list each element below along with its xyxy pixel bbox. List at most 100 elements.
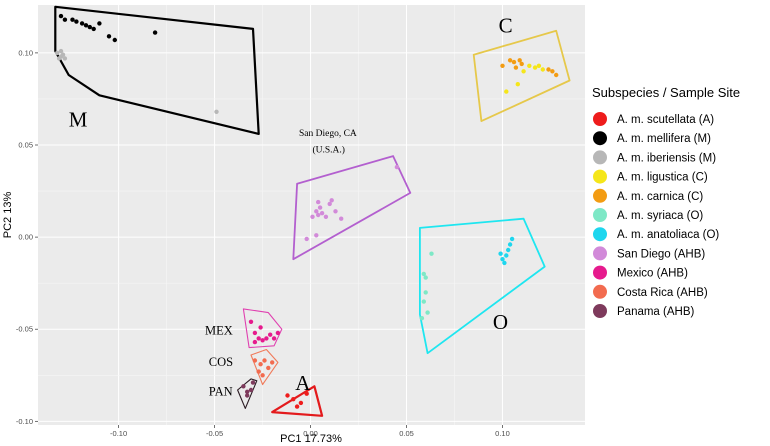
point-costa-rica-ahb: [266, 365, 271, 371]
x-tick-label: 0.10: [495, 429, 510, 438]
x-tick-label: 0.05: [399, 429, 414, 438]
hull-pan: [237, 378, 258, 409]
legend: Subspecies / Sample Site A. m. scutellat…: [592, 85, 740, 318]
point-a-m-mellifera-m: [112, 37, 118, 43]
point-a-m-mellifera-m: [70, 17, 75, 22]
grid-lines: [38, 5, 585, 425]
point-costa-rica-ahb: [252, 358, 258, 363]
legend-label-san-diego-ahb: San Diego (AHB): [617, 248, 705, 260]
point-mexico-ahb: [275, 330, 281, 336]
point-mexico-ahb: [252, 330, 258, 336]
point-a-m-syriaca-o: [421, 299, 426, 304]
point-a-m-syriaca-o: [419, 316, 425, 321]
point-a-m-mellifera-m: [97, 21, 102, 26]
annotation-u-s-a: (U.S.A.): [313, 144, 345, 155]
point-san-diego-ahb: [327, 201, 332, 207]
legend-swatch-a-m-carnica-c: [593, 188, 607, 203]
point-san-diego-ahb: [304, 236, 309, 242]
legend-label-a-m-syriaca-o: A. m. syriaca (O): [617, 210, 703, 222]
point-a-m-mellifera-m: [91, 26, 96, 32]
point-a-m-syriaca-o: [421, 271, 426, 277]
point-panama-ahb: [241, 384, 246, 389]
hull-cos: [250, 348, 279, 386]
point-a-m-scutellata-a: [294, 404, 300, 409]
legend-label-a-m-ligustica-c: A. m. ligustica (C): [617, 172, 708, 184]
point-a-m-mellifera-m: [106, 34, 112, 39]
y-tick-label: 0.05: [18, 141, 33, 150]
point-mexico-ahb: [264, 336, 269, 341]
point-a-m-carnica-c: [507, 58, 513, 63]
point-a-m-iberiensis-m: [62, 56, 68, 61]
legend-label-costa-rica-ahb: Costa Rica (AHB): [617, 287, 708, 299]
y-axis-title: PC2 13%: [2, 192, 14, 239]
point-a-m-mellifera-m: [87, 24, 93, 30]
point-a-m-carnica-c: [519, 61, 524, 67]
point-a-m-mellifera-m: [83, 23, 89, 28]
point-a-m-scutellata-a: [298, 400, 304, 406]
point-san-diego-ahb: [314, 233, 319, 238]
point-a-m-scutellata-a: [304, 391, 309, 396]
hull-mex: [242, 308, 283, 349]
annotation-pan: PAN: [209, 385, 233, 399]
legend-label-a-m-iberiensis-m: A. m. iberiensis (M): [617, 152, 716, 164]
point-san-diego-ahb: [329, 198, 334, 203]
legend-label-panama-ahb: Panama (AHB): [617, 306, 695, 318]
point-a-m-carnica-c: [554, 72, 559, 78]
point-costa-rica-ahb: [256, 369, 261, 374]
point-costa-rica-ahb: [258, 362, 263, 367]
point-costa-rica-ahb: [260, 373, 265, 378]
point-san-diego-ahb: [333, 209, 338, 214]
point-costa-rica-ahb: [262, 358, 267, 363]
point-mexico-ahb: [271, 336, 277, 341]
hull-san-diego: [292, 155, 412, 261]
point-a-m-iberiensis-m: [55, 50, 60, 56]
data-points: [55, 13, 559, 409]
legend-swatch-a-m-mellifera-m: [593, 131, 607, 146]
point-san-diego-ahb: [339, 216, 344, 221]
annotation-c: C: [499, 14, 513, 38]
x-tick-label: -0.10: [110, 429, 127, 438]
point-a-m-scutellata-a: [291, 397, 296, 402]
point-panama-ahb: [248, 387, 254, 393]
annotation-cos: COS: [209, 355, 233, 369]
point-costa-rica-ahb: [270, 360, 275, 365]
point-a-m-ligustica-c: [515, 82, 520, 87]
point-mexico-ahb: [256, 336, 261, 341]
point-san-diego-ahb: [310, 214, 315, 219]
point-a-m-ligustica-c: [504, 89, 509, 94]
cluster-hulls: [54, 5, 571, 417]
point-a-m-anatoliaca-o: [507, 242, 513, 247]
legend-swatch-a-m-scutellata-a: [593, 112, 607, 126]
point-a-m-ligustica-c: [536, 63, 542, 68]
point-panama-ahb: [245, 393, 250, 398]
point-a-m-syriaca-o: [423, 290, 428, 295]
point-a-m-iberiensis-m: [56, 56, 62, 61]
y-tick-label: -0.05: [16, 325, 33, 334]
annotation-m: M: [69, 108, 88, 132]
point-san-diego-ahb: [314, 209, 319, 214]
point-a-m-carnica-c: [550, 69, 555, 74]
legend-swatch-san-diego-ahb: [593, 246, 607, 261]
point-a-m-syriaca-o: [423, 275, 428, 280]
y-tick-label: 0.10: [18, 48, 33, 57]
point-mexico-ahb: [252, 339, 258, 345]
hull-m: [54, 5, 260, 135]
legend-swatch-a-m-anatoliaca-o: [593, 227, 607, 242]
hull-o: [418, 217, 546, 355]
point-a-m-mellifera-m: [58, 13, 64, 19]
point-a-m-scutellata-a: [285, 393, 290, 398]
point-a-m-ligustica-c: [532, 65, 538, 70]
y-tick-label: 0.00: [18, 233, 33, 242]
x-tick-label: 0.00: [303, 429, 318, 438]
point-a-m-ligustica-c: [521, 69, 526, 74]
annotation-o: O: [493, 310, 508, 334]
point-a-m-ligustica-c: [527, 63, 532, 68]
point-a-m-carnica-c: [513, 65, 519, 70]
point-mexico-ahb: [258, 325, 263, 330]
point-san-diego-ahb: [316, 212, 321, 218]
point-a-m-carnica-c: [511, 59, 517, 65]
point-mexico-ahb: [268, 332, 273, 337]
x-axis-ticks: -0.10 -0.05 0.00 0.05 0.10: [110, 425, 510, 438]
point-a-m-carnica-c: [500, 63, 505, 68]
